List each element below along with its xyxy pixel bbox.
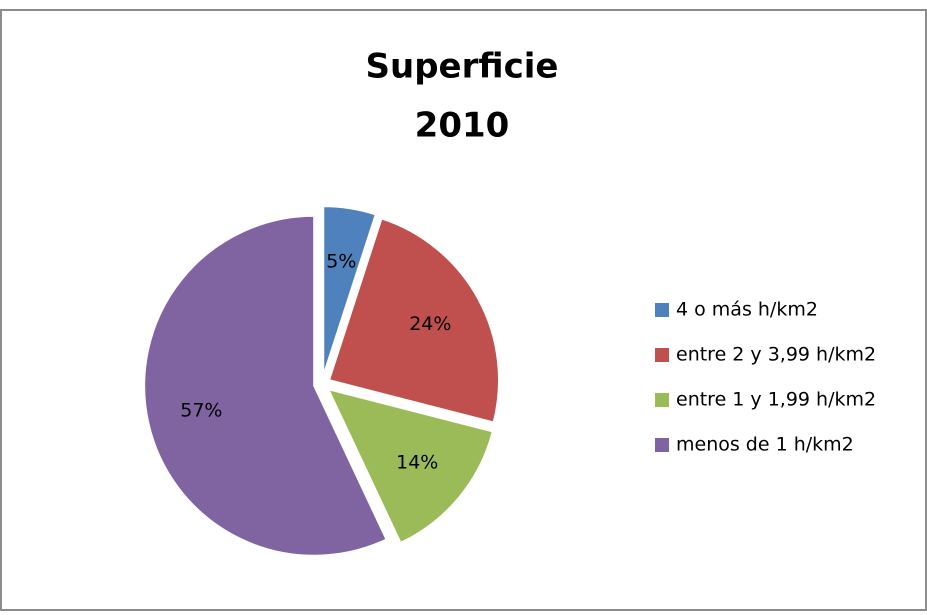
legend-label: entre 2 y 3,99 h/km2 — [676, 344, 876, 366]
pie-slice — [143, 214, 388, 557]
data-label: 57% — [180, 399, 222, 421]
pie-slice — [326, 387, 495, 545]
data-label: 24% — [409, 313, 451, 335]
chart-title: 2010 — [415, 106, 510, 146]
pie-slice — [322, 205, 378, 377]
legend-swatch — [655, 348, 669, 362]
legend-label: menos de 1 h/km2 — [676, 434, 854, 456]
pie-slice — [327, 217, 501, 424]
legend-swatch — [655, 303, 669, 317]
data-label: 14% — [396, 451, 438, 473]
legend-swatch — [655, 438, 669, 452]
data-label: 5% — [326, 250, 356, 272]
legend-swatch — [655, 393, 669, 407]
legend-label: entre 1 y 1,99 h/km2 — [676, 389, 876, 411]
legend-label: 4 o más h/km2 — [676, 299, 818, 321]
chart-title: Superficie — [366, 47, 559, 87]
